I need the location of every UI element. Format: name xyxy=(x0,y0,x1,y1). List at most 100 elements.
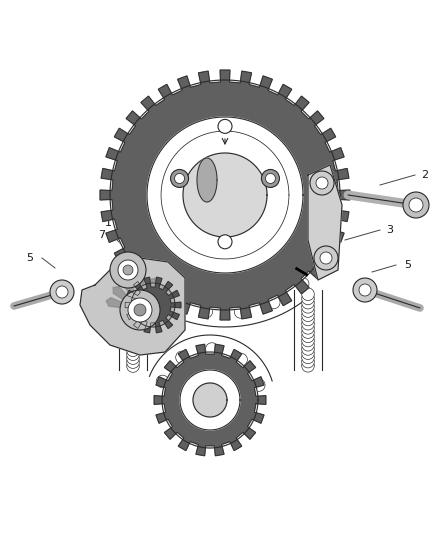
Circle shape xyxy=(123,265,133,275)
Text: 3: 3 xyxy=(386,225,393,235)
Circle shape xyxy=(302,343,314,356)
Polygon shape xyxy=(140,287,167,310)
Circle shape xyxy=(175,173,184,183)
Text: 7: 7 xyxy=(99,230,106,240)
Polygon shape xyxy=(154,344,266,456)
Circle shape xyxy=(302,334,314,347)
Circle shape xyxy=(403,192,429,218)
Circle shape xyxy=(302,359,314,372)
Circle shape xyxy=(302,347,314,359)
Circle shape xyxy=(139,276,152,288)
Circle shape xyxy=(302,313,314,326)
Polygon shape xyxy=(308,165,342,280)
Circle shape xyxy=(127,360,139,373)
Circle shape xyxy=(302,351,314,364)
Circle shape xyxy=(297,278,309,290)
Circle shape xyxy=(302,356,314,368)
Circle shape xyxy=(167,295,180,308)
Text: 5: 5 xyxy=(405,260,411,270)
Circle shape xyxy=(176,351,188,364)
Polygon shape xyxy=(123,278,140,310)
Circle shape xyxy=(127,332,139,345)
Circle shape xyxy=(234,305,247,318)
Polygon shape xyxy=(119,295,147,370)
Circle shape xyxy=(170,169,188,188)
Circle shape xyxy=(218,235,232,249)
Polygon shape xyxy=(100,70,350,320)
Circle shape xyxy=(156,375,169,388)
Circle shape xyxy=(302,321,314,334)
Circle shape xyxy=(265,173,276,183)
Polygon shape xyxy=(147,117,303,273)
Circle shape xyxy=(353,278,377,302)
Circle shape xyxy=(359,284,371,296)
Circle shape xyxy=(127,328,139,341)
Polygon shape xyxy=(106,298,140,310)
Text: 6: 6 xyxy=(206,413,213,423)
Circle shape xyxy=(314,246,338,270)
Circle shape xyxy=(320,252,332,264)
Circle shape xyxy=(127,320,139,333)
Circle shape xyxy=(127,348,139,360)
Polygon shape xyxy=(140,298,174,310)
Circle shape xyxy=(409,198,423,212)
Circle shape xyxy=(127,296,139,309)
Circle shape xyxy=(127,312,139,325)
Circle shape xyxy=(127,304,139,317)
Polygon shape xyxy=(183,153,267,237)
Text: 4: 4 xyxy=(237,260,244,270)
Polygon shape xyxy=(110,80,340,310)
Circle shape xyxy=(218,119,232,133)
Circle shape xyxy=(127,301,139,313)
Circle shape xyxy=(261,169,279,188)
Circle shape xyxy=(302,317,314,330)
Circle shape xyxy=(302,326,314,338)
Polygon shape xyxy=(180,370,240,430)
Circle shape xyxy=(302,292,314,305)
Polygon shape xyxy=(131,283,175,327)
Circle shape xyxy=(127,309,139,321)
Circle shape xyxy=(127,324,139,337)
Circle shape xyxy=(302,338,314,351)
Circle shape xyxy=(302,296,314,309)
Text: 2: 2 xyxy=(421,170,428,180)
Circle shape xyxy=(118,260,138,280)
Text: 1: 1 xyxy=(105,218,112,228)
Circle shape xyxy=(110,252,146,288)
Circle shape xyxy=(268,296,280,309)
Polygon shape xyxy=(193,383,227,417)
Circle shape xyxy=(128,298,152,322)
Circle shape xyxy=(127,316,139,329)
Circle shape xyxy=(127,352,139,365)
Circle shape xyxy=(56,286,68,298)
Circle shape xyxy=(127,336,139,349)
Circle shape xyxy=(134,304,146,316)
Polygon shape xyxy=(80,258,185,355)
Text: 5: 5 xyxy=(27,253,33,263)
Circle shape xyxy=(302,288,314,301)
Polygon shape xyxy=(113,287,140,310)
Circle shape xyxy=(127,344,139,357)
Polygon shape xyxy=(136,275,145,310)
Circle shape xyxy=(302,305,314,317)
Polygon shape xyxy=(136,271,312,327)
Polygon shape xyxy=(125,277,181,333)
Circle shape xyxy=(310,171,334,195)
Circle shape xyxy=(205,343,218,356)
Polygon shape xyxy=(197,158,217,202)
Circle shape xyxy=(252,379,265,391)
Circle shape xyxy=(120,290,160,330)
Polygon shape xyxy=(140,278,157,310)
Circle shape xyxy=(302,330,314,343)
Circle shape xyxy=(127,340,139,353)
Polygon shape xyxy=(149,335,272,389)
Circle shape xyxy=(235,353,247,366)
Polygon shape xyxy=(294,290,322,370)
Circle shape xyxy=(200,305,212,318)
Circle shape xyxy=(302,309,314,321)
Circle shape xyxy=(316,177,328,189)
Circle shape xyxy=(50,280,74,304)
Polygon shape xyxy=(162,352,258,448)
Circle shape xyxy=(127,293,139,305)
Circle shape xyxy=(302,301,314,313)
